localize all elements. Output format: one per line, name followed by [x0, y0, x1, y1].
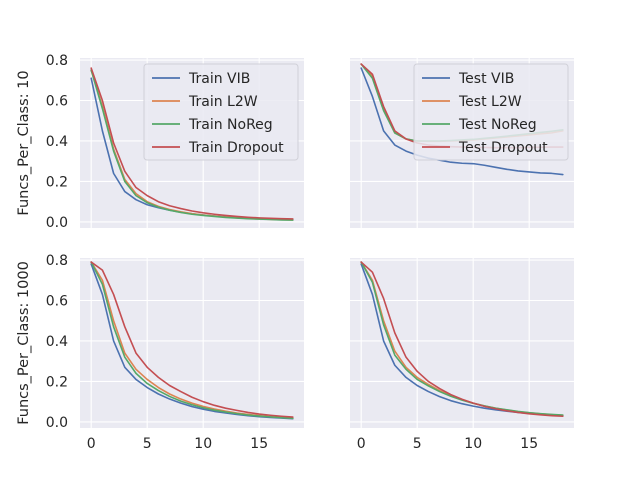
plot-area — [80, 258, 304, 428]
series-line-4 — [90, 67, 294, 220]
legend-label: Test L2W — [458, 94, 522, 110]
y-tick-label: 0.8 — [46, 53, 68, 69]
y-tick-label: 0.8 — [46, 253, 68, 269]
x-tick-label: 5 — [413, 436, 422, 452]
x-tick-label: 0 — [87, 436, 96, 452]
y-tick-label: 0.6 — [46, 94, 68, 110]
x-tick-label: 10 — [194, 436, 212, 452]
series-line-1 — [360, 67, 564, 176]
y-tick-label: 0.0 — [46, 215, 68, 231]
x-tick-label: 5 — [143, 436, 152, 452]
legend-label: Train NoReg — [188, 117, 273, 133]
legend-label: Test VIB — [458, 71, 514, 87]
y-tick-label: 0.4 — [46, 334, 68, 350]
chart-panel-1: 0.0 0.2 0.4 0.6 0.8 Funcs_Per_Class: 10 Train … — [16, 53, 304, 231]
x-tick-label: 10 — [464, 436, 482, 452]
y-tick-label: 0.4 — [46, 134, 68, 150]
legend: Train VIB Train L2W Train NoReg Train Dropo… — [143, 63, 299, 161]
chart-panel-4: 0 5 10 15 — [350, 258, 574, 452]
legend-label: Train Dropout — [188, 140, 284, 156]
x-tick-label: 15 — [520, 436, 538, 452]
legend-label: Train VIB — [188, 71, 250, 87]
legend-label: Test NoReg — [458, 117, 537, 133]
y-tick-label: 0.0 — [46, 415, 68, 431]
legend-box — [413, 63, 569, 161]
series-line-4 — [360, 261, 564, 418]
legend-label: Train L2W — [188, 94, 258, 110]
chart-panel-3: 0 5 10 15 0.0 0.2 0.4 0.6 0.8 Funcs_Per_Class: 10… — [16, 253, 304, 452]
y-tick-label: 0.2 — [46, 174, 68, 190]
y-tick-label: 0.6 — [46, 294, 68, 310]
plot-area — [350, 258, 574, 428]
chart-panel-2: Test VIB Test L2W Test NoReg Test Dropout — [350, 58, 574, 228]
y-axis-label: Funcs_Per_Class: 10 — [16, 70, 32, 215]
x-tick-label: 15 — [250, 436, 268, 452]
series-line-3 — [90, 261, 294, 420]
series-line-3 — [90, 69, 294, 221]
x-tick-label: 0 — [357, 436, 366, 452]
legend-label: Test Dropout — [458, 140, 548, 156]
legend: Test VIB Test L2W Test NoReg Test Dropout — [413, 63, 569, 161]
y-tick-label: 0.2 — [46, 374, 68, 390]
series-line-4 — [90, 261, 294, 418]
y-axis-label: Funcs_Per_Class: 1000 — [16, 261, 32, 425]
legend-box — [143, 63, 299, 161]
